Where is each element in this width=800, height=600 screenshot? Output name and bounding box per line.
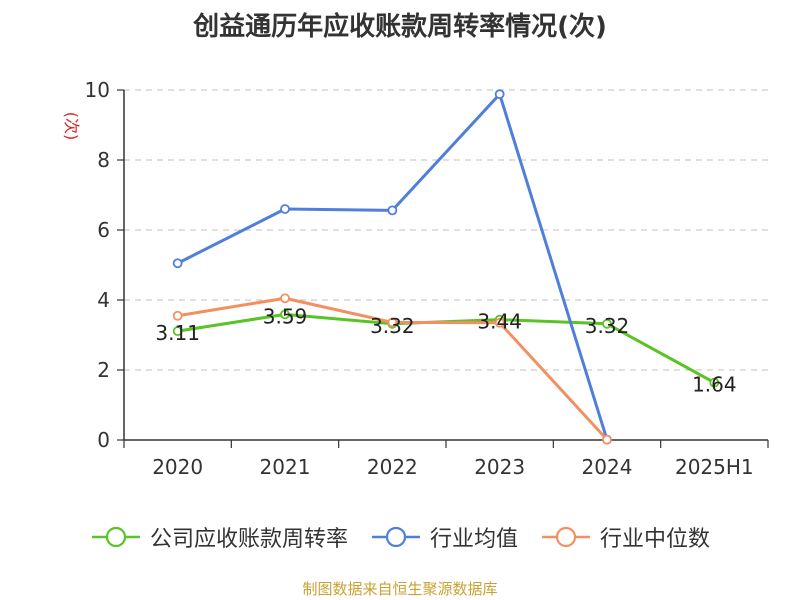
data-label: 3.32 [585,314,630,338]
series-line-0 [177,312,716,384]
data-point [387,205,398,216]
series-line-1 [176,92,609,441]
data-point [709,377,720,388]
data-point [494,89,505,100]
data-label: 1.64 [692,373,737,397]
data-point [280,309,290,320]
y-tick-label: 6 [97,218,110,242]
y-tick-label: 10 [85,78,110,102]
legend-marker-icon [542,526,590,548]
data-point [172,326,183,337]
x-tick-label: 2021 [260,455,311,479]
data-point [602,434,612,445]
data-point [280,293,290,304]
data-label: 3.44 [477,310,522,334]
legend-item[interactable]: 行业均值 [370,521,518,553]
data-point [494,317,505,328]
chart-title: 创益通历年应收账款周转率情况(次) [193,12,607,42]
data-label: 3.32 [370,314,415,338]
data-point [387,317,398,328]
x-tick-label: 2025H1 [675,455,754,479]
x-tick-label: 2020 [152,455,203,479]
data-point [172,310,183,321]
y-axis-label: (次) [62,112,81,141]
legend-label: 行业中位数 [600,527,711,552]
legend-item[interactable]: 公司应收账款周转率 [90,521,348,553]
y-tick-label: 2 [97,358,110,382]
x-tick-label: 2022 [367,455,418,479]
data-point [172,258,183,269]
data-label: 3.59 [263,304,308,328]
data-point [602,318,612,329]
legend-label: 公司应收账款周转率 [149,527,348,552]
source-note: 制图数据来自恒生聚源数据库 [302,580,498,598]
legend-item[interactable]: 行业中位数 [540,521,710,553]
x-tick-label: 2023 [474,455,525,479]
legend-marker-icon [371,526,420,548]
legend-label: 行业均值 [429,527,518,552]
data-label: 3.11 [155,321,200,345]
y-tick-label: 8 [97,148,110,172]
y-tick-label: 4 [97,288,110,312]
y-tick-label: 0 [97,428,110,452]
x-tick-label: 2024 [582,455,633,479]
data-point [280,204,290,214]
legend: 公司应收账款周转率 行业均值 行业中位数 [0,517,800,557]
legend-marker-icon [91,526,140,548]
